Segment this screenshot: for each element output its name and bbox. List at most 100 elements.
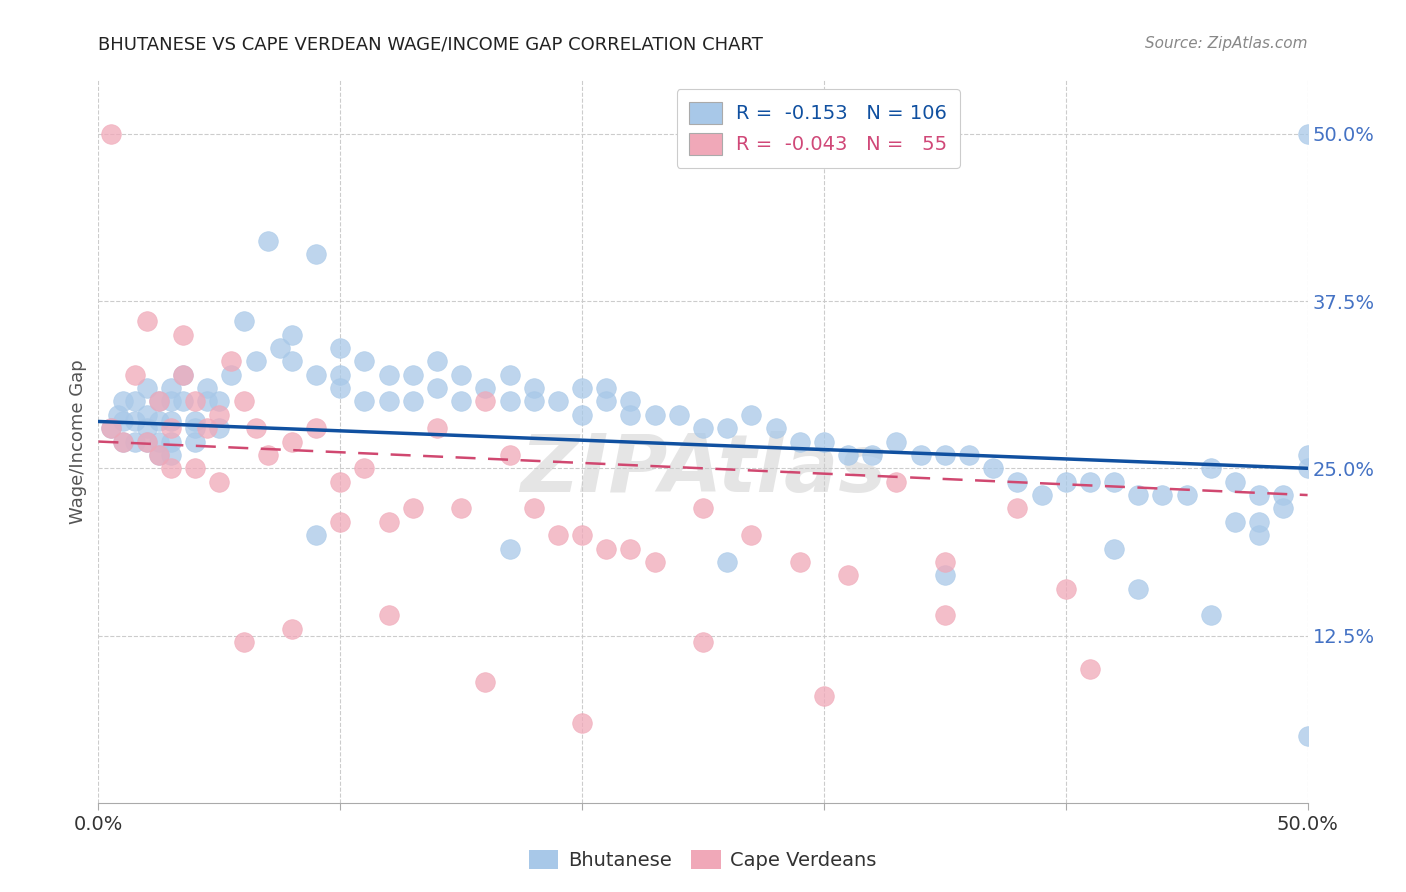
Point <box>813 434 835 449</box>
Point <box>269 341 291 355</box>
Point <box>716 555 738 569</box>
Point <box>195 421 218 435</box>
Point <box>547 528 569 542</box>
Point <box>232 635 254 649</box>
Point <box>1223 475 1246 489</box>
Point <box>107 408 129 422</box>
Point <box>353 354 375 368</box>
Point <box>692 635 714 649</box>
Point <box>789 434 811 449</box>
Point <box>957 448 980 462</box>
Point <box>329 515 352 529</box>
Point <box>100 421 122 435</box>
Point <box>402 501 425 516</box>
Legend: R =  -0.153   N = 106, R =  -0.043   N =   55: R = -0.153 N = 106, R = -0.043 N = 55 <box>676 89 960 168</box>
Point <box>184 394 207 409</box>
Point <box>523 381 546 395</box>
Point <box>644 408 666 422</box>
Point <box>377 515 399 529</box>
Point <box>172 327 194 342</box>
Point <box>498 541 520 556</box>
Point <box>450 368 472 382</box>
Point <box>160 381 183 395</box>
Point <box>124 368 146 382</box>
Point <box>329 341 352 355</box>
Point <box>1102 541 1125 556</box>
Point <box>281 354 304 368</box>
Point <box>981 461 1004 475</box>
Point <box>305 368 328 382</box>
Point <box>172 368 194 382</box>
Point <box>221 368 243 382</box>
Point <box>886 434 908 449</box>
Point <box>426 381 449 395</box>
Point <box>1054 475 1077 489</box>
Point <box>1296 448 1319 462</box>
Point <box>860 448 883 462</box>
Point <box>329 475 352 489</box>
Point <box>619 541 641 556</box>
Point <box>1296 461 1319 475</box>
Point <box>160 434 183 449</box>
Point <box>195 381 218 395</box>
Point <box>523 394 546 409</box>
Point <box>498 448 520 462</box>
Point <box>1078 662 1101 676</box>
Point <box>1175 488 1198 502</box>
Point <box>281 327 304 342</box>
Point <box>1272 501 1295 516</box>
Point <box>474 381 496 395</box>
Point <box>450 394 472 409</box>
Point <box>208 421 231 435</box>
Point <box>716 421 738 435</box>
Point <box>281 434 304 449</box>
Point <box>837 568 859 582</box>
Point <box>135 381 157 395</box>
Point <box>934 568 956 582</box>
Point <box>377 394 399 409</box>
Text: ZIPAtlas: ZIPAtlas <box>520 432 886 509</box>
Point <box>148 394 170 409</box>
Point <box>100 127 122 141</box>
Point <box>1054 582 1077 596</box>
Point <box>523 501 546 516</box>
Point <box>934 448 956 462</box>
Point <box>135 421 157 435</box>
Point <box>135 434 157 449</box>
Point <box>148 448 170 462</box>
Point <box>595 394 617 409</box>
Point <box>221 354 243 368</box>
Point <box>329 368 352 382</box>
Point <box>619 408 641 422</box>
Point <box>426 421 449 435</box>
Point <box>353 394 375 409</box>
Point <box>1249 488 1271 502</box>
Point <box>789 555 811 569</box>
Point <box>474 675 496 690</box>
Point <box>1152 488 1174 502</box>
Point <box>172 368 194 382</box>
Point <box>934 555 956 569</box>
Point <box>1296 127 1319 141</box>
Point <box>135 408 157 422</box>
Point <box>474 394 496 409</box>
Point <box>245 421 267 435</box>
Point <box>305 421 328 435</box>
Point <box>208 475 231 489</box>
Point <box>124 394 146 409</box>
Point <box>402 394 425 409</box>
Point <box>305 247 328 261</box>
Point <box>619 394 641 409</box>
Point <box>813 689 835 703</box>
Point <box>184 421 207 435</box>
Point <box>740 528 762 542</box>
Point <box>571 408 593 422</box>
Point <box>195 394 218 409</box>
Point <box>595 541 617 556</box>
Point <box>498 394 520 409</box>
Point <box>160 448 183 462</box>
Point <box>1249 528 1271 542</box>
Point <box>329 381 352 395</box>
Point <box>377 608 399 623</box>
Point <box>160 414 183 429</box>
